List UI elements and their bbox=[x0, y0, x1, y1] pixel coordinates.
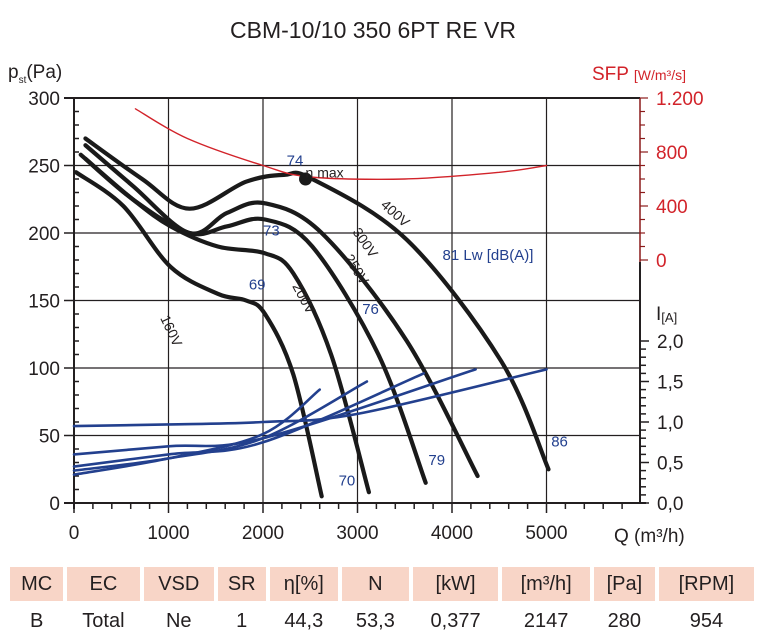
y-axis-label: pst(Pa) bbox=[8, 62, 62, 86]
header-cell: [m³/h] bbox=[502, 567, 590, 601]
value-cell: 44,3 bbox=[284, 609, 324, 632]
x-tick-label: 0 bbox=[69, 523, 80, 544]
y-tick-label: 250 bbox=[28, 157, 60, 178]
eta-max-point bbox=[299, 172, 313, 186]
x-tick-label: 4000 bbox=[431, 523, 473, 544]
sfp-tick-label: 800 bbox=[656, 143, 688, 164]
series-sfp bbox=[134, 108, 548, 181]
header-cell: MC bbox=[10, 567, 64, 601]
x-tick-label: 5000 bbox=[525, 523, 567, 544]
sound-level-label: 81 Lw [dB(A)] bbox=[443, 247, 534, 264]
x-axis-label: Q (m³/h) bbox=[614, 526, 685, 547]
series-i-300v bbox=[72, 368, 477, 456]
sfp-tick-label: 400 bbox=[656, 197, 688, 218]
current-tick-label: 0,0 bbox=[657, 494, 683, 515]
current-tick-label: 1,0 bbox=[657, 413, 683, 434]
value-cell: 2147 bbox=[523, 609, 569, 632]
spec-table: MC EC VSD SR η[%] N [kW] [m³/h] [Pa] [RP… bbox=[6, 567, 758, 641]
header-cell: VSD bbox=[143, 567, 214, 601]
header-cell: [Pa] bbox=[593, 567, 655, 601]
header-cell: [RPM] bbox=[658, 567, 754, 601]
header-cell: η[%] bbox=[269, 567, 339, 601]
y-tick-label: 300 bbox=[28, 89, 60, 110]
sound-level-label: 86 bbox=[551, 433, 568, 450]
sound-level-label: 76 bbox=[362, 301, 379, 318]
header-cell: N bbox=[342, 567, 409, 601]
series-400v bbox=[83, 136, 551, 472]
header-cell: EC bbox=[67, 567, 140, 601]
value-cell: B bbox=[29, 609, 44, 632]
voltage-label: 400V bbox=[378, 196, 413, 230]
current-tick-label: 0,5 bbox=[657, 454, 683, 475]
sound-level-label: 69 bbox=[249, 277, 266, 294]
y-tick-label: 200 bbox=[28, 224, 60, 245]
sound-level-label: 73 bbox=[263, 223, 280, 240]
x-tick-label: 3000 bbox=[336, 523, 378, 544]
eta-max-label: η max bbox=[306, 165, 344, 181]
x-tick-label: 2000 bbox=[242, 523, 284, 544]
header-cell: [kW] bbox=[412, 567, 499, 601]
sound-level-label: 74 bbox=[287, 153, 304, 170]
y-tick-label: 100 bbox=[28, 359, 60, 380]
header-cell: SR bbox=[217, 567, 266, 601]
current-tick-label: 1,5 bbox=[657, 373, 683, 394]
value-cell: Ne bbox=[165, 609, 192, 632]
y-tick-label: 0 bbox=[49, 494, 60, 515]
value-cell: 0,377 bbox=[430, 609, 481, 632]
value-cell: 954 bbox=[689, 609, 724, 632]
voltage-label: 160V bbox=[157, 313, 186, 350]
series-i-160v bbox=[72, 388, 321, 476]
y-tick-label: 50 bbox=[39, 427, 60, 448]
current-tick-label: 2,0 bbox=[657, 332, 683, 353]
sfp-axis-label: SFP [W/m³/s] bbox=[592, 64, 686, 85]
chart-title: CBM-10/10 350 6PT RE VR bbox=[230, 17, 516, 43]
spec-table-header-row: MC EC VSD SR η[%] N [kW] [m³/h] [Pa] [RP… bbox=[10, 567, 754, 601]
series-i-400v bbox=[72, 368, 548, 428]
current-axis-label: I[A] bbox=[656, 304, 677, 325]
series-i-250v bbox=[72, 372, 425, 468]
sound-level-label: 79 bbox=[428, 452, 445, 469]
y-tick-label: 150 bbox=[28, 292, 60, 313]
series-group bbox=[72, 108, 551, 499]
value-cell: Total bbox=[82, 609, 125, 632]
sfp-tick-label: 1.200 bbox=[656, 89, 704, 110]
series-160v bbox=[73, 170, 324, 499]
x-tick-label: 1000 bbox=[147, 523, 189, 544]
fan-performance-chart: CBM-10/10 350 6PT RE VR pst(Pa) SFP [W/m… bbox=[8, 17, 704, 547]
series-250v bbox=[78, 152, 428, 485]
value-cell: 280 bbox=[607, 609, 642, 632]
value-cell: 53,3 bbox=[355, 609, 395, 632]
value-cell: 1 bbox=[236, 609, 248, 632]
spec-table-values-row: B Total Ne 1 44,3 53,3 0,377 2147 280 95… bbox=[10, 601, 754, 641]
sound-level-label: 70 bbox=[339, 472, 356, 489]
sfp-tick-label: 0 bbox=[656, 251, 667, 272]
series-300v bbox=[83, 143, 480, 479]
